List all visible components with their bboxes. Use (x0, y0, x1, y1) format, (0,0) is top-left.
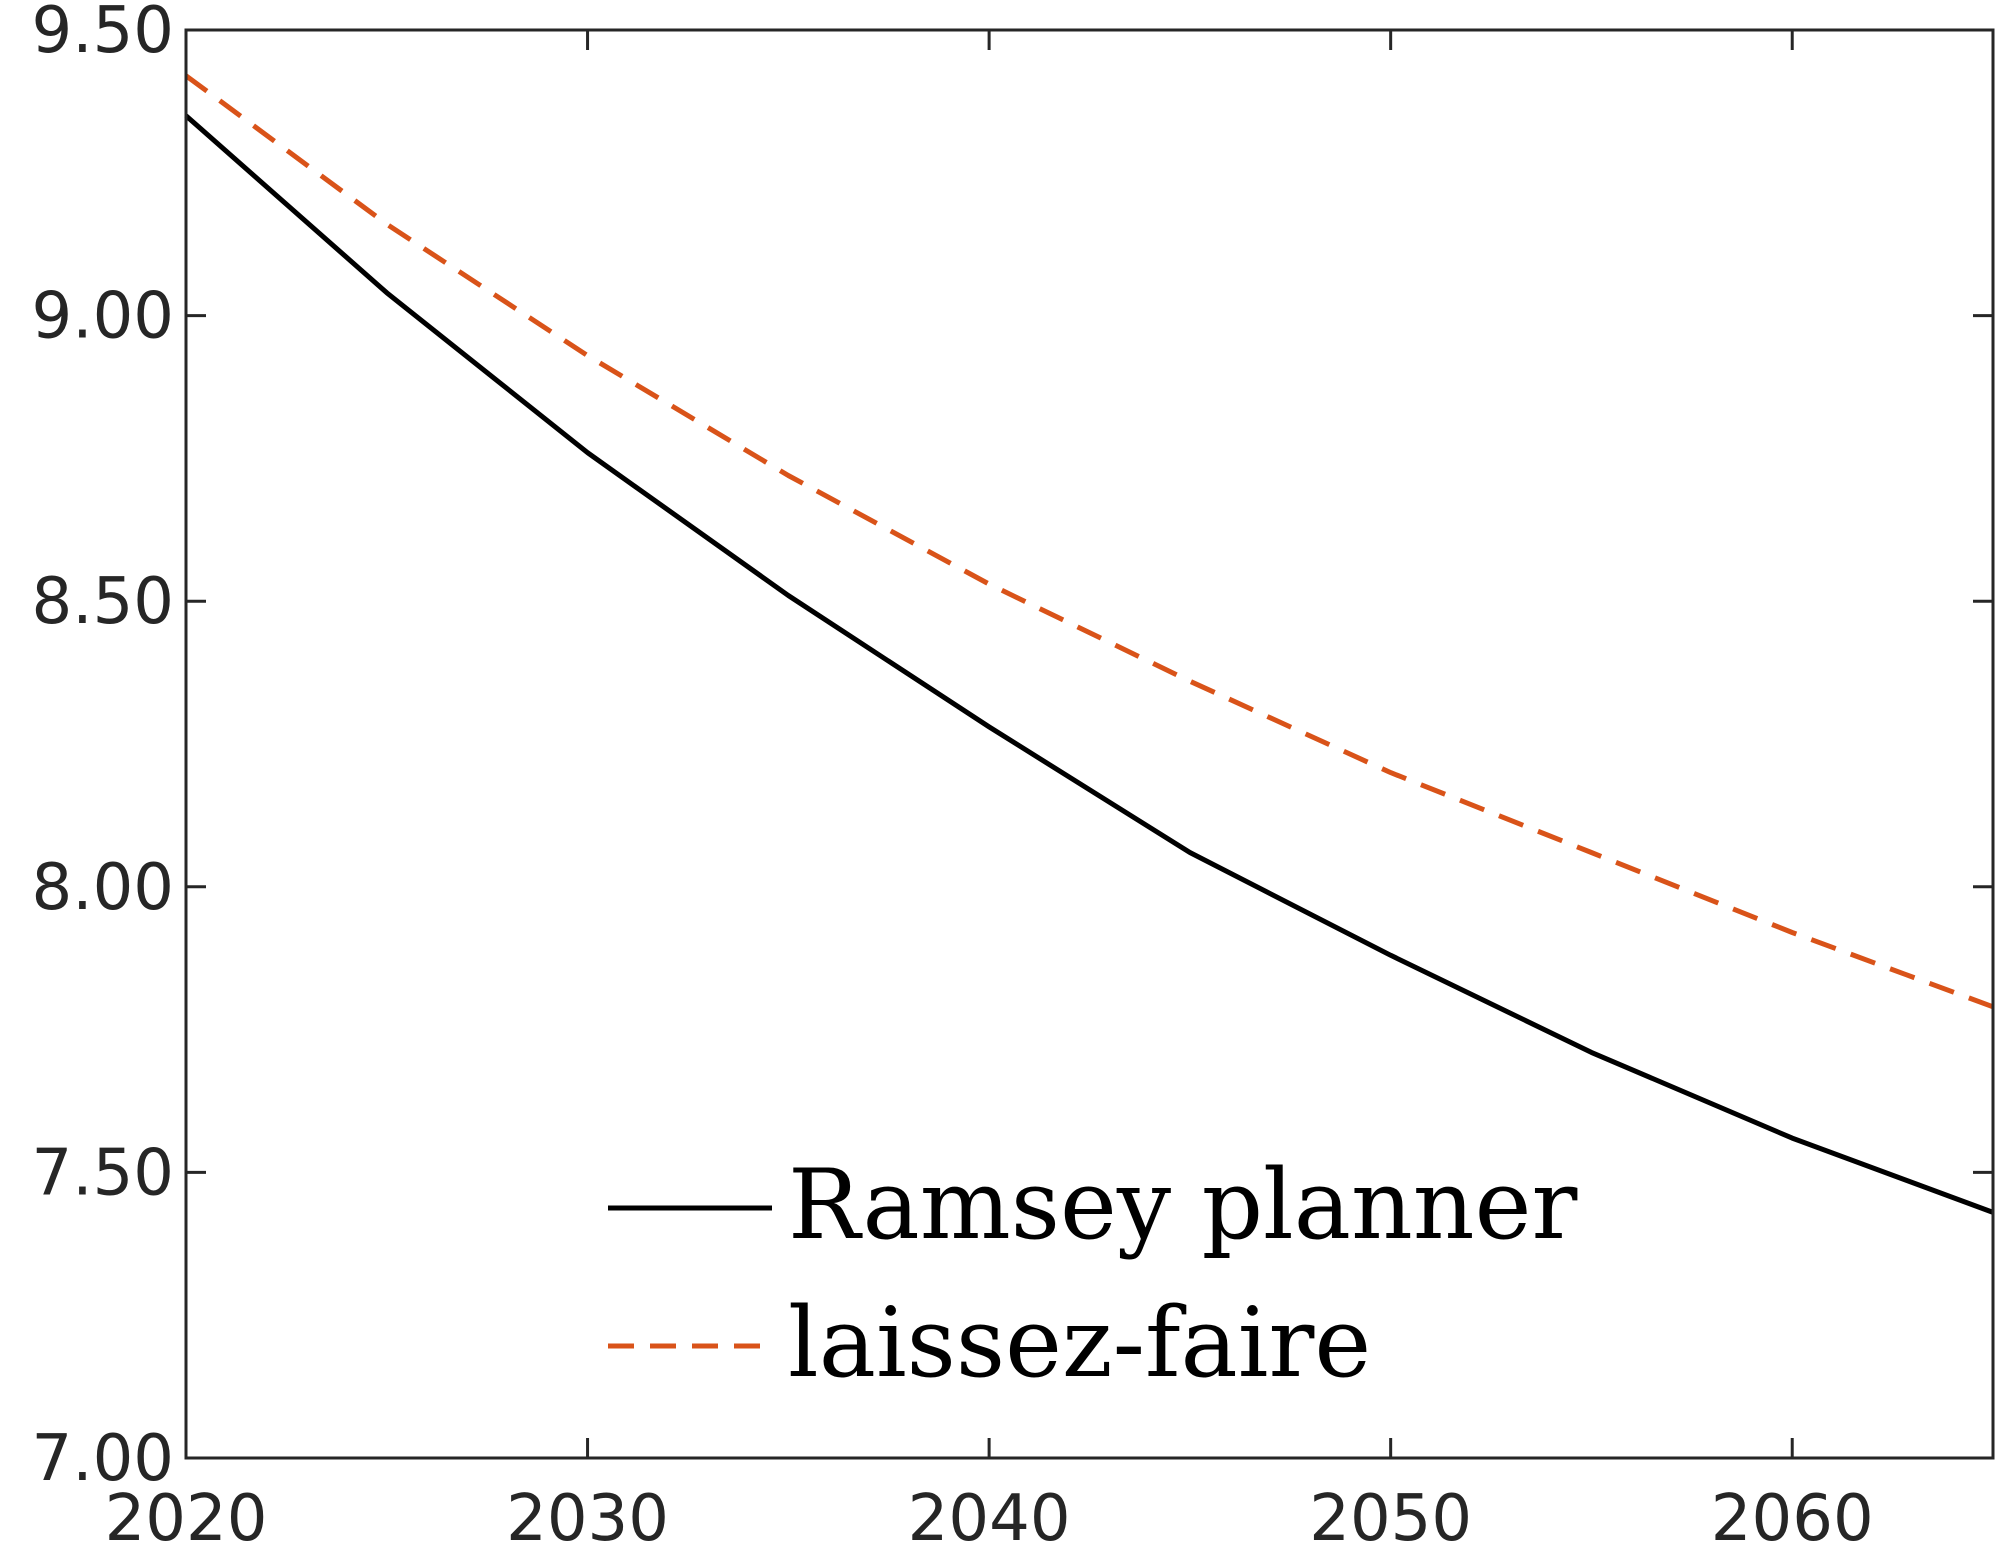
legend: Ramsey planner laissez-faire (608, 1149, 1577, 1399)
legend-label: Ramsey planner (788, 1149, 1577, 1261)
series-line-ramsey-planner (184, 113, 1994, 1215)
x-tick-label: 2050 (1309, 1482, 1472, 1554)
y-tick-label: 7.50 (32, 1136, 175, 1210)
legend-label: laissez-faire (788, 1287, 1371, 1399)
x-tick-label: 2020 (105, 1482, 268, 1554)
y-tick-label: 7.00 (32, 1422, 175, 1496)
series-line-laissez-faire (184, 73, 1994, 1010)
y-tick-label: 8.00 (32, 851, 175, 925)
x-tick-label: 2040 (908, 1482, 1071, 1554)
series-layer (184, 73, 1994, 1215)
y-tick-label: 9.50 (32, 0, 175, 68)
x-tick-label: 2030 (506, 1482, 669, 1554)
y-tick-label: 8.50 (32, 565, 175, 639)
x-tick-label: 2060 (1711, 1482, 1874, 1554)
y-tick-label: 9.00 (32, 280, 175, 354)
axes-layer: 2020 2030 2040 2050 2060 7.00 7.50 8.00 8.50 9.00… (32, 0, 1995, 1554)
axes-box (184, 28, 1995, 1460)
